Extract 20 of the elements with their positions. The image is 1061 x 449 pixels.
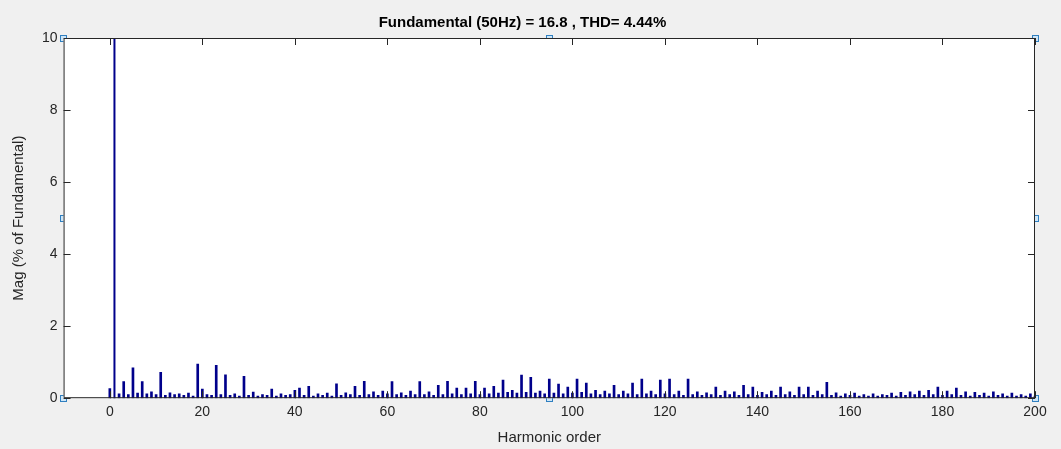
x-tick-label: 60 bbox=[379, 403, 396, 420]
x-tick-label: 40 bbox=[287, 403, 303, 420]
chart-title: Fundamental (50Hz) = 16.8 , THD= 4.44% bbox=[378, 13, 667, 31]
x-tick-label: 200 bbox=[1023, 403, 1047, 420]
y-tick-label: 2 bbox=[49, 317, 58, 334]
x-tick-label: 20 bbox=[194, 403, 211, 420]
y-tick-label: 0 bbox=[49, 389, 58, 406]
x-tick-label: 160 bbox=[838, 403, 862, 420]
x-tick-label: 80 bbox=[472, 403, 488, 420]
x-tick-label: 120 bbox=[653, 403, 677, 420]
y-axis-title: Mag (% of Fundamental) bbox=[9, 135, 27, 301]
y-tick-label: 4 bbox=[49, 244, 58, 261]
x-tick-label: 0 bbox=[105, 403, 114, 420]
x-tick-label: 100 bbox=[560, 403, 585, 420]
x-tick-label: 140 bbox=[745, 403, 770, 420]
y-tick-label: 10 bbox=[41, 28, 58, 45]
x-tick-label: 180 bbox=[930, 403, 955, 420]
y-tick-label: 8 bbox=[49, 100, 58, 117]
x-axis-title: Harmonic order bbox=[497, 428, 601, 446]
y-tick-label: 6 bbox=[49, 172, 58, 189]
